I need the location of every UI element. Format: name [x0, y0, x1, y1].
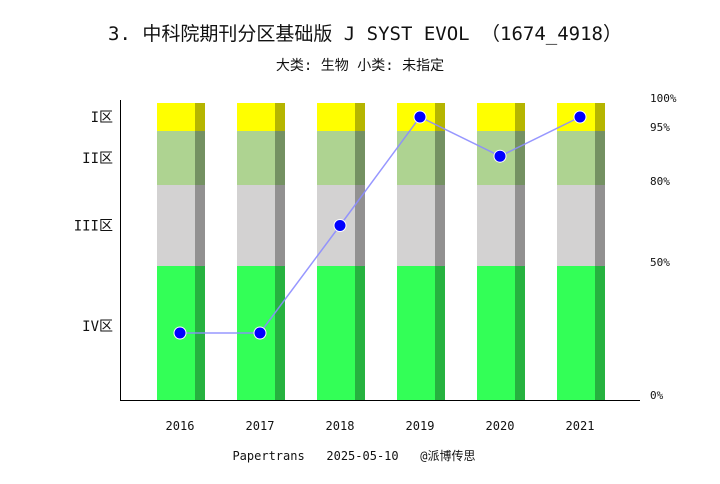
band-label: II区 [82, 151, 113, 167]
data-point [333, 219, 347, 232]
data-point [253, 326, 267, 340]
bar-segment-shade [435, 185, 445, 266]
bar-segment-shade [595, 131, 605, 185]
bar-segment-shade [355, 131, 365, 185]
bar-segment [157, 131, 195, 185]
data-point [573, 110, 587, 124]
bar-segment [157, 103, 195, 131]
bar-segment [317, 131, 355, 185]
x-tick-label: 2021 [566, 419, 595, 433]
bar-segment-shade [355, 266, 365, 400]
bar-segment [397, 266, 435, 400]
right-tick-label: 100% [650, 92, 677, 105]
bar-segment [557, 266, 595, 400]
x-tick-label: 2016 [166, 419, 195, 433]
chart-subtitle: 大类: 生物 小类: 未指定 [276, 58, 444, 74]
bar-segment [397, 185, 435, 266]
band-label: III区 [74, 219, 113, 235]
bar-segment [477, 266, 515, 400]
bar-segment [237, 103, 275, 131]
bar-segment-shade [195, 185, 205, 266]
bar-segment-shade [515, 131, 525, 185]
footer: Papertrans 2025-05-10 @派博传思 [232, 448, 475, 463]
right-tick-label: 50% [650, 256, 670, 269]
bar-segment-shade [515, 185, 525, 266]
x-tick-label: 2020 [486, 419, 515, 433]
right-tick-label: 80% [650, 175, 670, 188]
bar-segment-shade [195, 103, 205, 131]
bar-segment [317, 103, 355, 131]
bar-segment [557, 185, 595, 266]
bar-segment-shade [275, 131, 285, 185]
bar-segment-shade [595, 185, 605, 266]
right-tick-label: 95% [650, 121, 670, 134]
bar-segment [557, 131, 595, 185]
data-point [173, 326, 187, 340]
bar-segment-shade [435, 266, 445, 400]
band-label: I区 [91, 110, 113, 126]
bar-segment [397, 131, 435, 185]
x-tick-label: 2019 [406, 419, 435, 433]
bar-segment-shade [195, 131, 205, 185]
bar-segment-shade [595, 266, 605, 400]
right-tick-label: 0% [650, 389, 664, 402]
bar-segment-shade [275, 103, 285, 131]
bar-segment-shade [515, 266, 525, 400]
chart-title: 3. 中科院期刊分区基础版 J SYST EVOL （1674_4918） [108, 23, 622, 45]
bar-segment [477, 103, 515, 131]
bar-segment-shade [435, 131, 445, 185]
bar-segment [157, 185, 195, 266]
bar-segment-shade [275, 185, 285, 266]
x-tick-label: 2018 [326, 419, 355, 433]
data-point [413, 110, 427, 124]
series-line [180, 116, 581, 334]
bar-segment-shade [435, 103, 445, 131]
bar-segment [237, 185, 275, 266]
bar-segment-shade [355, 103, 365, 131]
band-label: IV区 [82, 319, 113, 335]
bar-segment-shade [275, 266, 285, 400]
bar-segment [317, 266, 355, 400]
bar-segment [237, 131, 275, 185]
bar-segment-shade [515, 103, 525, 131]
bar-segment-shade [355, 185, 365, 266]
data-point [493, 149, 507, 163]
bar-segment-shade [595, 103, 605, 131]
x-tick-label: 2017 [246, 419, 275, 433]
bar-segment [477, 185, 515, 266]
